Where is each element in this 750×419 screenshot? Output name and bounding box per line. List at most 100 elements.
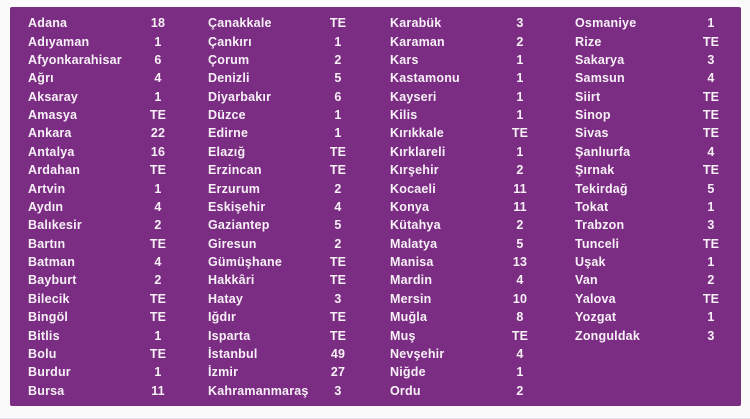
province-name: Kütahya (390, 218, 441, 233)
province-value: TE (702, 126, 720, 141)
table-row: Artvin 1 (28, 179, 198, 197)
table-row: Kütahya 2 (390, 216, 560, 234)
province-name: Kayseri (390, 89, 437, 104)
table-row: Gaziantep 5 (208, 216, 378, 234)
province-name: Bartın (28, 236, 66, 251)
province-value: 11 (513, 181, 527, 196)
province-value: 1 (154, 34, 162, 49)
table-row: Çankırı 1 (208, 32, 378, 50)
table-row: Malatya 5 (390, 235, 560, 253)
province-value: 2 (516, 383, 524, 398)
province-name: Elazığ (208, 144, 246, 159)
province-value: 4 (154, 199, 162, 214)
province-name: Eskişehir (208, 199, 266, 214)
province-value: TE (329, 163, 347, 178)
province-name: Karabük (390, 16, 442, 31)
table-row: Rize TE (575, 32, 735, 50)
province-name: Şanlıurfa (575, 144, 631, 159)
province-value: 5 (707, 181, 715, 196)
province-name: Kilis (390, 108, 418, 123)
table-row: Kocaeli 11 (390, 179, 560, 197)
province-name: Artvin (28, 181, 66, 196)
table-row: Bolu TE (28, 345, 198, 363)
table-row: Yozgat 1 (575, 308, 735, 326)
table-row: Kırıkkale TE (390, 124, 560, 142)
province-name: Çanakkale (208, 16, 272, 31)
table-row: Düzce 1 (208, 106, 378, 124)
table-row: Zonguldak 3 (575, 326, 735, 344)
province-value: TE (511, 126, 529, 141)
province-name: Hakkâri (208, 273, 255, 288)
province-value: 4 (516, 273, 524, 288)
province-value: 1 (334, 108, 342, 123)
province-name: Ordu (390, 383, 421, 398)
province-name: Burdur (28, 365, 71, 380)
province-name: Hatay (208, 291, 244, 306)
province-value: 2 (154, 218, 162, 233)
table-row: Hakkâri TE (208, 271, 378, 289)
table-row: Sivas TE (575, 124, 735, 142)
table-row: Mardin 4 (390, 271, 560, 289)
province-value: 16 (150, 144, 166, 159)
province-name: Uşak (575, 255, 606, 270)
province-value: 49 (330, 346, 346, 361)
table-row: Ağrı 4 (28, 69, 198, 87)
province-name: Sivas (575, 126, 609, 141)
province-value: TE (149, 346, 167, 361)
province-name: Kahramanmaraş (208, 383, 309, 398)
province-value: TE (149, 310, 167, 325)
province-name: Bursa (28, 383, 65, 398)
province-value: 27 (330, 365, 346, 380)
province-name: Ankara (28, 126, 72, 141)
table-row: Ankara 22 (28, 124, 198, 142)
province-name: Adıyaman (28, 34, 90, 49)
province-name: Şırnak (575, 163, 615, 178)
province-name: Malatya (390, 236, 438, 251)
province-value: TE (329, 16, 347, 31)
province-name: Bilecik (28, 291, 70, 306)
province-value: TE (702, 108, 720, 123)
province-name: Tunceli (575, 236, 620, 251)
province-name: Osmaniye (575, 16, 637, 31)
province-name: Karaman (390, 34, 445, 49)
province-value: 4 (154, 255, 162, 270)
province-value: 22 (150, 126, 166, 141)
province-value: TE (329, 310, 347, 325)
province-name: İzmir (208, 365, 239, 380)
table-row: Erzurum 2 (208, 179, 378, 197)
table-column-3: Karabük 3 Karaman 2 Kars 1 Kastamonu 1 Kayseri 1 K… (390, 14, 560, 400)
province-value: 5 (516, 236, 524, 251)
province-value: 2 (334, 236, 342, 251)
province-value: 1 (516, 89, 524, 104)
table-row: Ordu 2 (390, 382, 560, 400)
province-name: Nevşehir (390, 346, 445, 361)
province-value: 2 (334, 181, 342, 196)
province-name: Düzce (208, 108, 246, 123)
table-row: Aksaray 1 (28, 88, 198, 106)
province-name: Çorum (208, 52, 250, 67)
province-value: TE (702, 89, 720, 104)
table-row: Manisa 13 (390, 253, 560, 271)
table-row: Tekirdağ 5 (575, 179, 735, 197)
province-value: 3 (707, 52, 715, 67)
province-name: Erzurum (208, 181, 261, 196)
table-row: Karabük 3 (390, 14, 560, 32)
table-row: Niğde 1 (390, 363, 560, 381)
table-row: İstanbul 49 (208, 345, 378, 363)
province-value: TE (702, 34, 720, 49)
table-row: Mersin 10 (390, 290, 560, 308)
province-value: 1 (516, 71, 524, 86)
table-row: Afyonkarahisar 6 (28, 51, 198, 69)
province-name: Siirt (575, 89, 601, 104)
province-value: TE (149, 163, 167, 178)
province-value: 1 (154, 181, 162, 196)
province-name: Erzincan (208, 163, 262, 178)
province-name: Çankırı (208, 34, 252, 49)
table-row: Balıkesir 2 (28, 216, 198, 234)
province-value: TE (702, 236, 720, 251)
table-row: Çorum 2 (208, 51, 378, 69)
province-name: Bingöl (28, 310, 69, 325)
province-name: Sakarya (575, 52, 625, 67)
table-row: Adana 18 (28, 14, 198, 32)
province-value: 4 (707, 71, 715, 86)
